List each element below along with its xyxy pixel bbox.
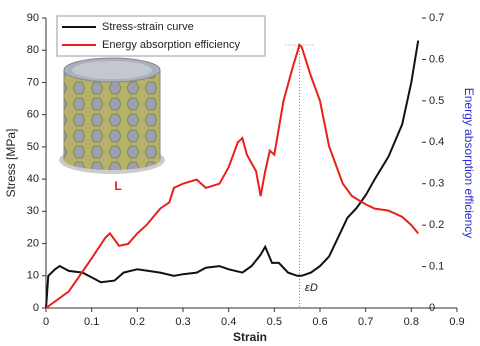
x-tick-label: 0.9 xyxy=(449,316,464,328)
y-tick-label: 10 xyxy=(27,270,39,282)
series-line xyxy=(45,40,420,309)
y-tick-label: 30 xyxy=(27,205,39,217)
y-tick-label: 80 xyxy=(27,44,39,56)
x-tick-label: 0.1 xyxy=(84,316,99,328)
y2-tick-label: 0.4 xyxy=(429,136,444,148)
y-tick-label: 40 xyxy=(27,173,39,185)
y2-tick-label: 0.3 xyxy=(429,178,444,190)
cylinder-illustration xyxy=(59,57,165,174)
y2-tick-label: 0.6 xyxy=(429,53,444,65)
annotation: εD xyxy=(305,282,318,294)
y-tick-label: 90 xyxy=(27,12,39,24)
legend-label: Stress-strain curve xyxy=(102,21,194,33)
x-axis-label: Strain xyxy=(233,330,267,344)
y-tick-label: 0 xyxy=(33,302,39,314)
x-tick-label: 0.4 xyxy=(221,316,236,328)
y2-tick-label: 0.2 xyxy=(429,219,444,231)
x-tick-label: 0 xyxy=(43,316,49,328)
y-tick-label: 50 xyxy=(27,141,39,153)
x-tick-label: 0.2 xyxy=(130,316,145,328)
y2-tick-label: 0 xyxy=(429,302,435,314)
legend xyxy=(56,15,266,57)
y-tick-label: 70 xyxy=(27,76,39,88)
x-tick-label: 0.6 xyxy=(312,316,327,328)
x-tick-label: 0.3 xyxy=(175,316,190,328)
series-line xyxy=(45,43,419,309)
image-label: L xyxy=(114,179,121,193)
x-tick-label: 0.7 xyxy=(358,316,373,328)
y-tick-label: 20 xyxy=(27,237,39,249)
y2-tick-label: 0.7 xyxy=(429,12,444,24)
y-tick-label: 60 xyxy=(27,109,39,121)
legend-label: Energy absorption efficiency xyxy=(102,39,240,51)
y-axis-label: Stress [MPa] xyxy=(4,129,18,198)
x-tick-label: 0.5 xyxy=(267,316,282,328)
y2-tick-label: 0.1 xyxy=(429,260,444,272)
y2-axis-label: Energy absorption efficiency xyxy=(462,88,476,239)
y2-tick-label: 0.5 xyxy=(429,95,444,107)
x-tick-label: 0.8 xyxy=(404,316,419,328)
